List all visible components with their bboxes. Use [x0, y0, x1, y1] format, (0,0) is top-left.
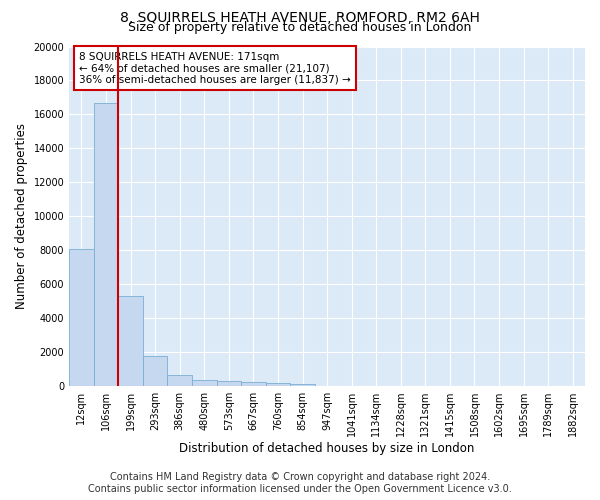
- Bar: [69, 248, 94, 386]
- Bar: [266, 383, 290, 386]
- Text: 8 SQUIRRELS HEATH AVENUE: 171sqm
← 64% of detached houses are smaller (21,107)
3: 8 SQUIRRELS HEATH AVENUE: 171sqm ← 64% o…: [79, 52, 351, 85]
- Bar: [241, 382, 266, 386]
- Text: 8, SQUIRRELS HEATH AVENUE, ROMFORD, RM2 6AH: 8, SQUIRRELS HEATH AVENUE, ROMFORD, RM2 …: [120, 11, 480, 25]
- Text: Size of property relative to detached houses in London: Size of property relative to detached ho…: [128, 21, 472, 34]
- Bar: [217, 381, 241, 386]
- Text: Contains HM Land Registry data © Crown copyright and database right 2024.
Contai: Contains HM Land Registry data © Crown c…: [88, 472, 512, 494]
- Bar: [118, 296, 143, 386]
- Bar: [167, 375, 192, 386]
- Bar: [192, 380, 217, 386]
- Y-axis label: Number of detached properties: Number of detached properties: [15, 124, 28, 310]
- Bar: [143, 356, 167, 386]
- Bar: [94, 102, 118, 386]
- X-axis label: Distribution of detached houses by size in London: Distribution of detached houses by size …: [179, 442, 475, 455]
- Bar: [290, 384, 315, 386]
